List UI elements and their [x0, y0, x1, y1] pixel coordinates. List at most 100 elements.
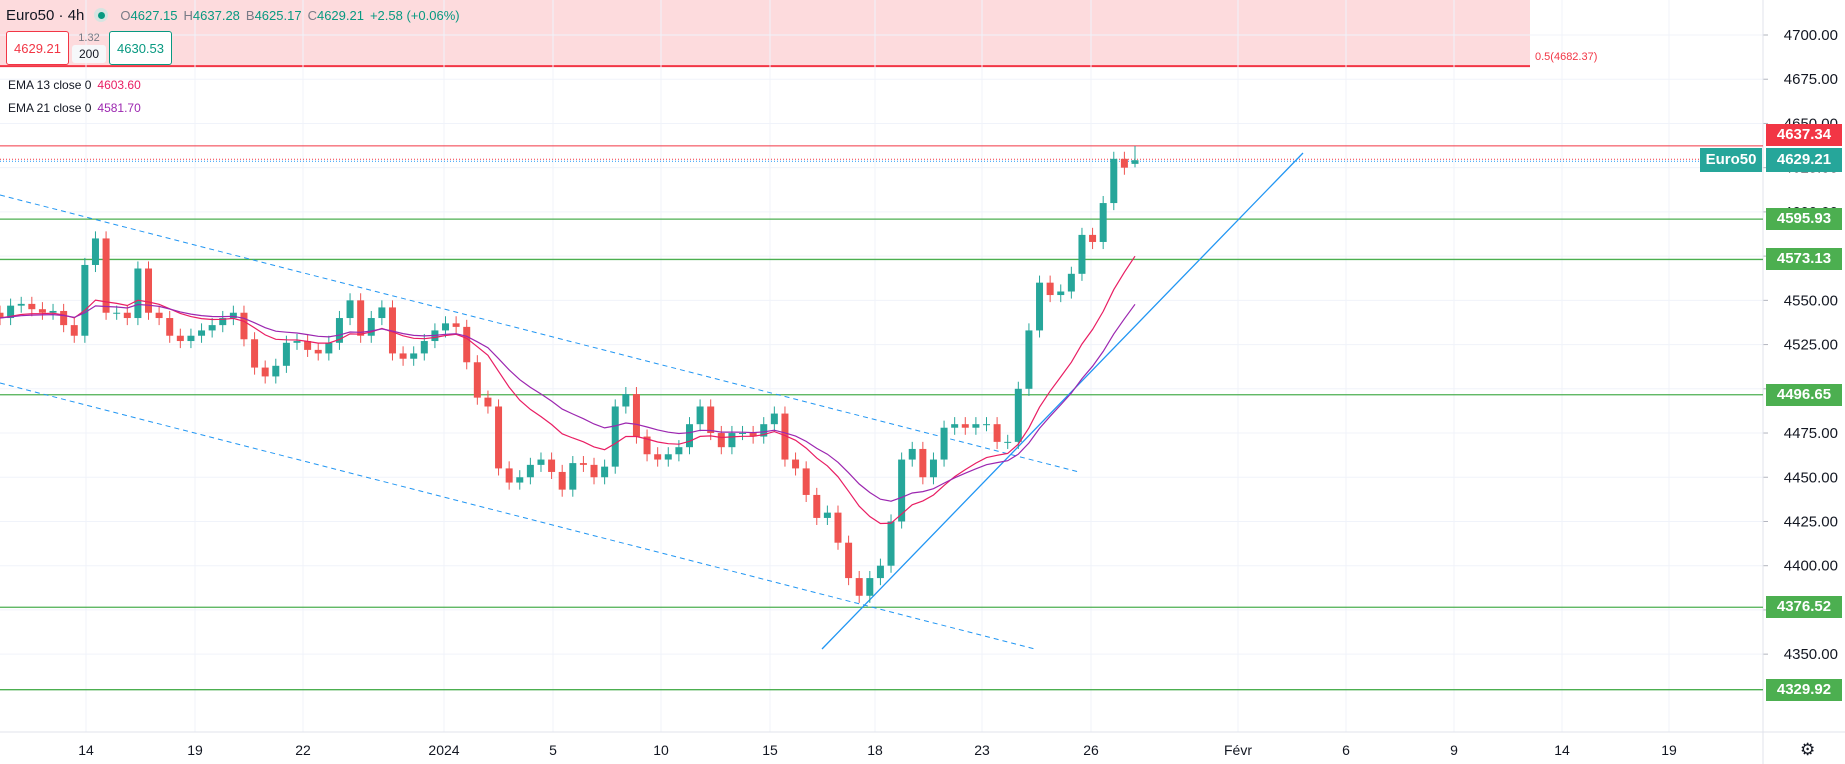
candle: [293, 333, 301, 350]
candle: [60, 303, 68, 333]
sell-button[interactable]: 4629.21: [6, 31, 69, 65]
gear-icon[interactable]: ⚙: [1800, 740, 1816, 759]
candle-body: [1004, 441, 1012, 443]
last-price-badge: 4629.21: [1766, 148, 1842, 172]
candle: [760, 417, 768, 444]
candle-body: [293, 341, 301, 343]
symbol-title[interactable]: Euro50 · 4h: [6, 6, 85, 24]
symbol-legend: Euro50 · 4h O4627.15 H4637.28 B4625.17 C…: [6, 3, 460, 27]
candle-body: [145, 268, 153, 313]
candle: [601, 459, 609, 485]
candle: [632, 387, 640, 444]
candle-body: [579, 463, 587, 465]
candle: [781, 406, 789, 467]
candle-body: [0, 312, 4, 319]
candle-body: [473, 362, 481, 398]
candle: [304, 333, 312, 357]
y-tick-label: 4450.00: [1784, 469, 1838, 486]
candle-body: [410, 353, 418, 359]
candle-body: [526, 464, 534, 478]
candle-body: [940, 427, 948, 460]
candle: [484, 390, 492, 414]
candle-body: [982, 424, 990, 426]
candle-body: [378, 307, 386, 319]
candle-body: [1078, 234, 1086, 274]
candle: [770, 406, 778, 432]
candle: [463, 319, 471, 370]
quantity-input[interactable]: 200: [72, 45, 106, 63]
candle: [526, 457, 534, 485]
candle: [537, 452, 545, 472]
candle-body: [314, 349, 322, 354]
candle-body: [1036, 282, 1044, 331]
candle-body: [1057, 291, 1065, 296]
candle-body: [367, 318, 375, 336]
x-tick-label: 9: [1450, 742, 1458, 758]
candle-body: [1089, 234, 1097, 242]
candle-body: [357, 300, 365, 336]
level-price-badge: 4496.65: [1766, 383, 1842, 406]
candle: [887, 514, 895, 573]
candle-body: [325, 342, 333, 354]
candle-body: [335, 318, 343, 343]
ema-21-label: EMA 21 close 0: [8, 101, 92, 115]
uptrend-line: [821, 152, 1304, 650]
x-tick-label: 2024: [428, 742, 459, 758]
x-tick-label: 15: [762, 742, 778, 758]
candle-body: [123, 312, 131, 319]
candle-body: [611, 406, 619, 467]
candle-body: [113, 312, 121, 314]
candle-body: [696, 406, 704, 425]
candle: [823, 505, 831, 526]
candle-body: [993, 424, 1001, 442]
candle-body: [463, 326, 471, 363]
candle-body: [282, 342, 290, 366]
candle: [664, 447, 672, 467]
candle: [845, 535, 853, 586]
candle: [898, 452, 906, 529]
level-price-badge: 4595.93: [1766, 208, 1842, 231]
candle-body: [452, 323, 460, 327]
candle-body: [908, 448, 916, 460]
candle-body: [38, 309, 46, 313]
ema-21-line: [0, 303, 1136, 502]
candle: [866, 571, 874, 603]
ema-13-legend[interactable]: EMA 13 close 0 4603.60: [8, 78, 141, 92]
x-tick-label: 22: [295, 742, 311, 758]
symbol-badge: Euro50: [1700, 148, 1762, 172]
candle-body: [60, 310, 68, 326]
candle: [728, 425, 736, 455]
price-change: +2.58 (+0.06%): [369, 7, 460, 23]
buy-button[interactable]: 4630.53: [109, 31, 172, 65]
ohlc-low: B4625.17: [245, 7, 302, 23]
candle: [28, 296, 36, 317]
candle-body: [1120, 158, 1128, 168]
candle-body: [919, 448, 927, 478]
x-tick-label: 19: [1661, 742, 1677, 758]
candle: [123, 305, 131, 326]
y-tick-label: 4350.00: [1784, 646, 1838, 663]
candle-body: [1131, 160, 1139, 164]
candle-body: [134, 268, 142, 319]
candle: [102, 231, 110, 320]
candle: [749, 425, 757, 444]
candle-body: [707, 406, 715, 434]
y-tick-label: 4525.00: [1784, 337, 1838, 354]
candle: [590, 457, 598, 485]
candle: [834, 505, 842, 550]
candle-body: [176, 335, 184, 342]
candle: [1089, 227, 1097, 250]
candle-body: [516, 477, 524, 483]
candle: [739, 425, 747, 441]
fib-zone: [0, 0, 1530, 67]
candle: [1046, 275, 1054, 303]
candle-body: [304, 341, 312, 350]
candle: [388, 300, 396, 361]
candle: [1078, 227, 1086, 281]
candle-body: [7, 305, 15, 319]
candle: [876, 558, 884, 586]
candle-body: [261, 367, 269, 377]
ema-21-legend[interactable]: EMA 21 close 0 4581.70: [8, 101, 141, 115]
trade-panel: 4629.21 1.32 200 4630.53: [6, 31, 172, 65]
